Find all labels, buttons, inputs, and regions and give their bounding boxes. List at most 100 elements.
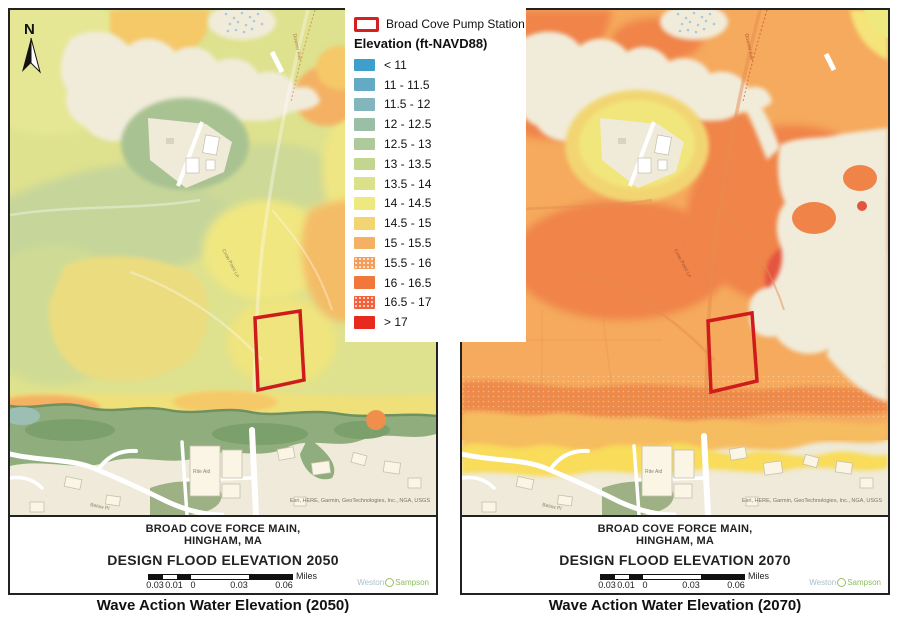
scale-bar: Miles 0.03 0.01 0 0.03 0.06: [146, 571, 317, 590]
map-legend: Broad Cove Pump Station Elevation (ft-NA…: [345, 8, 526, 342]
legend-title: Elevation (ft-NAVD88): [354, 36, 488, 51]
scale-ticks: 0.03 0.01 0 0.03 0.06: [598, 580, 750, 590]
legend-swatch: [354, 256, 375, 270]
map-title-line2: HINGHAM, MA: [184, 535, 262, 547]
map-view-2070: Crow Point Ln Downer Ave: [462, 10, 888, 515]
store-label: Rite Aid: [193, 469, 210, 475]
legend-class-row: 16 - 16.5: [354, 273, 518, 293]
hill-buildings: [166, 121, 220, 187]
legend-class-row: 11.5 - 12: [354, 95, 518, 115]
logo-circle-icon: [385, 578, 395, 587]
pump-station-swatch: [354, 16, 379, 32]
legend-swatch: [354, 217, 375, 230]
legend-swatch: [354, 137, 375, 151]
map-title-line1: BROAD COVE FORCE MAIN,: [597, 523, 753, 535]
flood-map-2070: Crow Point Ln Downer Ave: [462, 10, 888, 515]
pond-speckles: [224, 11, 264, 34]
bridge-segment: [269, 50, 285, 74]
legend-class-label: 16 - 16.5: [384, 275, 432, 290]
hill-buildings: [618, 121, 672, 187]
legend-class-row: 15 - 15.5: [354, 233, 518, 253]
scale-ticks: 0.03 0.01 0 0.03 0.06: [146, 580, 298, 590]
miles-label: Miles: [748, 571, 770, 581]
street-label-below: Below Pl: [542, 502, 562, 512]
scale-tick: 0: [190, 580, 196, 590]
pond-speckles: [676, 11, 716, 34]
legend-class-label: 12 - 12.5: [384, 117, 432, 132]
legend-class-label: 16.5 - 17: [384, 295, 432, 310]
scale-tick: 0.03: [598, 580, 616, 590]
legend-swatch: [354, 276, 375, 289]
weston-sampson-logo: Weston Sampson: [357, 578, 429, 587]
legend-class-row: 13 - 13.5: [354, 154, 518, 174]
legend-classes: < 11 11 - 11.5 11.5 - 12 12 - 12.5 12.5 - 13…: [354, 55, 518, 332]
title-block-2050: BROAD COVE FORCE MAIN, HINGHAM, MA DESIG…: [10, 515, 436, 591]
bridge-segment: [823, 52, 837, 72]
legend-swatch: [354, 197, 375, 210]
street-label-below: Below Pl: [90, 502, 110, 512]
title-block-2070: BROAD COVE FORCE MAIN, HINGHAM, MA DESIG…: [462, 515, 888, 591]
pump-station-outline: [706, 310, 759, 395]
legend-class-row: 13.5 - 14: [354, 174, 518, 194]
legend-class-row: 12 - 12.5: [354, 114, 518, 134]
legend-pump-station-row: Broad Cove Pump Station: [354, 15, 525, 33]
legend-swatch: [354, 78, 375, 91]
legend-swatch: [354, 58, 375, 72]
legend-swatch: [354, 157, 375, 171]
map-title-line2: HINGHAM, MA: [636, 535, 714, 547]
legend-class-label: 12.5 - 13: [384, 137, 432, 152]
legend-class-label: 11.5 - 12: [384, 97, 431, 112]
legend-class-row: < 11: [354, 55, 518, 75]
legend-class-row: 11 - 11.5: [354, 75, 518, 95]
legend-class-label: < 11: [384, 57, 407, 72]
legend-class-label: 13 - 13.5: [384, 156, 432, 171]
map-subtitle: DESIGN FLOOD ELEVATION 2050: [107, 552, 339, 568]
legend-swatch: [354, 316, 375, 329]
legend-class-row: 12.5 - 13: [354, 134, 518, 154]
legend-class-row: 14 - 14.5: [354, 194, 518, 214]
basemap-strip: Rite Aid Below Pl Esri, HERE, Garmin, Ge…: [10, 403, 436, 515]
miles-label: Miles: [296, 571, 318, 581]
legend-class-label: 15.5 - 16: [384, 255, 432, 270]
map-subtitle: DESIGN FLOOD ELEVATION 2070: [559, 552, 791, 568]
map-title-line1: BROAD COVE FORCE MAIN,: [145, 523, 301, 535]
legend-class-label: 15 - 15.5: [384, 236, 432, 251]
route-dashes: [290, 10, 316, 103]
scale-tick: 0.03: [230, 580, 248, 590]
north-label: N: [24, 21, 35, 38]
attribution-text: Esri, HERE, Garmin, GeoTechnologies, Inc…: [742, 498, 882, 504]
map-panel-2070: Crow Point Ln Downer Ave: [460, 8, 890, 595]
store-label: Rite Aid: [645, 469, 662, 475]
street-label-downer: Downer Ave: [291, 33, 303, 61]
scale-bar: Miles 0.03 0.01 0 0.03 0.06: [598, 571, 769, 590]
scale-tick: 0.03: [682, 580, 700, 590]
legend-swatch: [354, 118, 375, 131]
weston-sampson-logo: Weston Sampson: [809, 578, 881, 587]
scale-tick: 0.03: [146, 580, 164, 590]
map-caption-2050: Wave Action Water Elevation (2050): [96, 597, 350, 614]
legend-class-label: 13.5 - 14: [384, 176, 432, 191]
legend-class-label: 11 - 11.5: [384, 77, 430, 92]
logo-weston: Weston: [809, 577, 837, 587]
scale-tick: 0: [642, 580, 648, 590]
legend-swatch: [354, 236, 375, 250]
basemap-buildings: [29, 445, 422, 513]
logo-sampson: Sampson: [395, 577, 429, 587]
legend-class-label: > 17: [384, 315, 408, 330]
pump-station-label: Broad Cove Pump Station: [386, 17, 525, 31]
scale-tick: 0.01: [165, 580, 183, 590]
logo-circle-icon: [837, 578, 847, 587]
basemap-roads: [10, 427, 259, 515]
scale-tick: 0.06: [727, 580, 745, 590]
legend-swatch: [354, 98, 375, 111]
scale-tick: 0.01: [617, 580, 635, 590]
logo-weston: Weston: [357, 577, 385, 587]
logo-sampson: Sampson: [847, 577, 881, 587]
legend-class-row: 16.5 - 17: [354, 293, 518, 313]
legend-class-label: 14 - 14.5: [384, 196, 432, 211]
legend-class-row: > 17: [354, 312, 518, 332]
north-arrow: N: [22, 21, 41, 74]
street-label-downer: Downer Ave: [743, 33, 755, 61]
map-caption-2070: Wave Action Water Elevation (2070): [548, 597, 802, 614]
legend-swatch: [354, 296, 375, 309]
